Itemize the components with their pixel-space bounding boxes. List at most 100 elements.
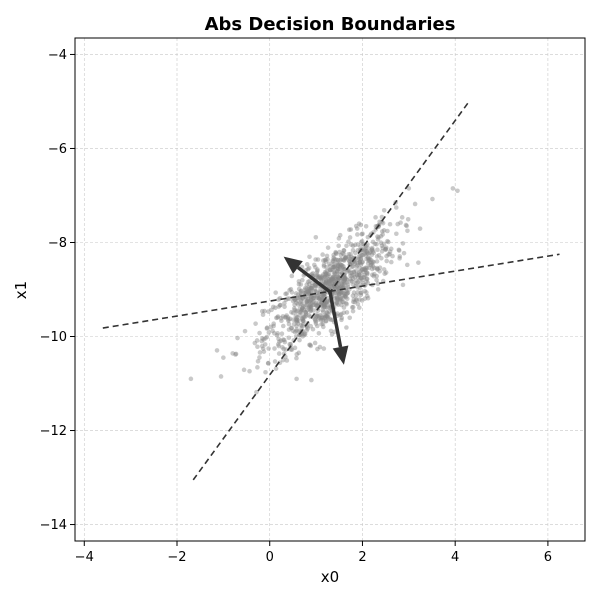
scatter-point bbox=[362, 248, 368, 253]
scatter-point bbox=[337, 298, 343, 304]
scatter-point bbox=[368, 249, 373, 254]
scatter-point bbox=[381, 267, 387, 272]
scatter-point bbox=[262, 308, 267, 314]
scatter-point bbox=[301, 319, 306, 324]
scatter-point bbox=[314, 312, 319, 317]
scatter-point bbox=[323, 305, 328, 310]
scatter-point bbox=[306, 304, 312, 309]
scatter-point bbox=[344, 289, 350, 294]
scatter-point bbox=[416, 260, 421, 265]
y-tick-label: −8 bbox=[48, 236, 67, 251]
scatter-point bbox=[340, 290, 346, 295]
scatter-point bbox=[372, 241, 378, 247]
scatter-point bbox=[324, 300, 329, 306]
scatter-point bbox=[297, 332, 302, 338]
scatter-point bbox=[342, 293, 348, 299]
scatter-point bbox=[361, 246, 367, 252]
scatter-point bbox=[395, 221, 400, 227]
scatter-point bbox=[289, 309, 294, 315]
scatter-point bbox=[214, 348, 220, 353]
scatter-point bbox=[318, 312, 323, 318]
scatter-point bbox=[286, 327, 292, 332]
scatter-point bbox=[324, 281, 330, 287]
scatter-point bbox=[336, 275, 341, 281]
scatter-point bbox=[337, 293, 342, 298]
scatter-point bbox=[331, 264, 337, 270]
scatter-point bbox=[342, 277, 348, 282]
scatter-point bbox=[359, 231, 365, 237]
scatter-point bbox=[339, 317, 344, 323]
scatter-point bbox=[276, 343, 282, 349]
scatter-point bbox=[338, 257, 343, 263]
scatter-point bbox=[348, 227, 354, 232]
scatter-point bbox=[376, 235, 381, 240]
scatter-point bbox=[350, 304, 356, 310]
scatter-point bbox=[293, 334, 299, 339]
scatter-point bbox=[369, 252, 375, 258]
scatter-point bbox=[338, 296, 344, 302]
scatter-point bbox=[283, 347, 289, 352]
scatter-point bbox=[288, 341, 294, 347]
scatter-point bbox=[352, 299, 358, 305]
scatter-point bbox=[330, 258, 336, 264]
scatter-point bbox=[366, 265, 372, 271]
scatter-point bbox=[298, 322, 304, 328]
scatter-point bbox=[276, 304, 282, 309]
scatter-point bbox=[376, 252, 382, 258]
scatter-point bbox=[356, 269, 362, 275]
scatter-point bbox=[307, 278, 312, 284]
scatter-point bbox=[292, 297, 297, 302]
scatter-point bbox=[303, 310, 308, 315]
scatter-point bbox=[335, 302, 341, 307]
scatter-point bbox=[340, 263, 345, 268]
scatter-point bbox=[282, 300, 287, 306]
scatter-point bbox=[294, 376, 299, 382]
scatter-point bbox=[380, 232, 385, 237]
scatter-point bbox=[355, 301, 361, 307]
scatter-point bbox=[325, 314, 330, 320]
scatter-point bbox=[359, 290, 364, 295]
scatter-point bbox=[346, 239, 351, 244]
scatter-point bbox=[298, 297, 304, 303]
scatter-point bbox=[348, 251, 353, 257]
scatter-point bbox=[329, 284, 335, 289]
x-axis-label: x0 bbox=[321, 568, 339, 586]
scatter-point bbox=[323, 280, 329, 286]
scatter-point bbox=[404, 262, 410, 268]
scatter-point bbox=[327, 267, 332, 273]
scatter-point bbox=[303, 285, 308, 291]
y-tick-label: −12 bbox=[40, 424, 67, 439]
scatter-point bbox=[335, 263, 341, 268]
scatter-point bbox=[370, 263, 376, 269]
scatter-point bbox=[340, 296, 346, 301]
scatter-point bbox=[354, 272, 360, 277]
scatter-point bbox=[274, 315, 279, 321]
scatter-point bbox=[313, 319, 318, 324]
scatter-point bbox=[322, 315, 328, 321]
scatter-point bbox=[307, 254, 312, 260]
scatter-point bbox=[354, 226, 360, 231]
scatter-point bbox=[310, 302, 315, 308]
scatter-point bbox=[301, 296, 306, 301]
scatter-point bbox=[404, 223, 409, 229]
scatter-point bbox=[345, 284, 351, 290]
scatter-point bbox=[350, 243, 356, 249]
scatter-point bbox=[357, 297, 362, 302]
scatter-point bbox=[379, 249, 385, 254]
scatter-point bbox=[337, 312, 343, 318]
scatter-point bbox=[329, 283, 334, 288]
scatter-point bbox=[326, 276, 331, 282]
scatter-point bbox=[332, 264, 338, 269]
scatter-point bbox=[329, 331, 335, 337]
scatter-point bbox=[313, 300, 319, 306]
scatter-point bbox=[292, 329, 298, 335]
scatter-point bbox=[339, 283, 344, 289]
scatter-point bbox=[401, 250, 407, 256]
scatter-point bbox=[355, 242, 361, 247]
scatter-point bbox=[308, 300, 314, 306]
scatter-point bbox=[308, 289, 313, 295]
scatter-point bbox=[341, 267, 346, 272]
scatter-point bbox=[314, 303, 320, 308]
scatter-point bbox=[364, 256, 369, 262]
scatter-point bbox=[337, 291, 343, 296]
